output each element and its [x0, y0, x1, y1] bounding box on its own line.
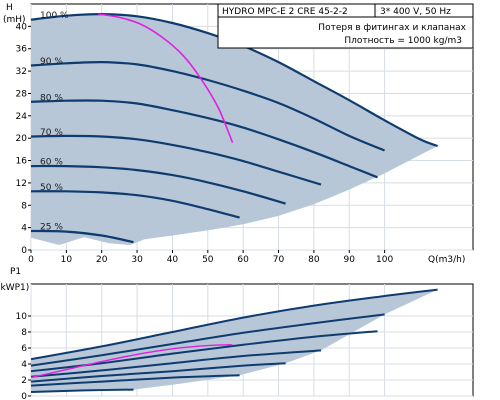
head-x-ticks: 0 10 20 30 40 50 60 70 80 90 100 [28, 250, 393, 265]
head-speed-label: 80 % [40, 93, 63, 103]
head-xtick-label: 60 [237, 255, 249, 265]
head-xtick-label: 30 [131, 255, 143, 265]
head-speed-label: 60 % [40, 158, 63, 168]
power-curve-90pct [30, 313, 385, 367]
head-speed-label: 100 % [40, 11, 69, 21]
head-xtick-label: 100 [376, 255, 393, 265]
info-box: HYDRO MPC-E 2 CRE 45-2-2 3* 400 V, 50 Hz… [217, 3, 474, 49]
head-xtick-label: 10 [61, 255, 73, 265]
head-curve-90pct [30, 60, 386, 152]
power-curve-25pct [30, 388, 134, 393]
head-curve-50pct [30, 190, 240, 219]
head-ytick-label: 36 [16, 45, 28, 55]
fittings-note: Потеря в фитингах и клапанах [318, 23, 466, 33]
head-curve-70pct [30, 134, 322, 186]
power-y-ticks: 0 2 4 6 8 10 [16, 312, 31, 400]
head-xlabel: Q(m3/h) [428, 255, 465, 265]
power-ytick-label: 0 [21, 392, 27, 400]
head-xtick-label: 90 [344, 255, 356, 265]
power-curve-50pct [30, 374, 240, 387]
head-ytick-label: 32 [16, 67, 27, 77]
head-xtick-label: 40 [167, 255, 179, 265]
head-y-ticks: 0 4 8 12 16 20 24 28 32 36 40 [16, 22, 31, 256]
power-ylabel-bottom: (kWP1) [0, 283, 29, 293]
power-curve-70pct [30, 349, 322, 378]
head-xtick-label: 50 [202, 255, 214, 265]
head-ytick-label: 12 [16, 179, 27, 189]
power-curve-60pct [30, 362, 286, 383]
power-ytick-label: 10 [16, 312, 28, 322]
power-panel: 0 2 4 6 8 10 P1 (kWP1) [0, 267, 474, 400]
head-speed-label: 25 % [40, 222, 63, 232]
power-supply: 3* 400 V, 50 Hz [380, 7, 451, 17]
head-operating-curve [98, 13, 234, 144]
head-xtick-label: 0 [28, 255, 34, 265]
head-speed-labels: 100 % 90 % 80 % 70 % 60 % 50 % 25 % [40, 11, 69, 232]
head-xtick-label: 20 [96, 255, 108, 265]
power-ytick-label: 6 [21, 344, 27, 354]
pump-model-title: HYDRO MPC-E 2 CRE 45-2-2 [222, 7, 348, 17]
density-note: Плотность = 1000 kg/m3 [344, 36, 462, 46]
head-curve-25pct [30, 229, 134, 244]
power-operating-curve [30, 344, 233, 379]
head-ytick-label: 28 [16, 89, 28, 99]
power-ylabel-top: P1 [10, 267, 21, 277]
head-ylabel-bottom: (mH) [3, 15, 26, 25]
head-speed-label: 90 % [40, 57, 63, 67]
power-ytick-label: 2 [21, 376, 27, 386]
head-ytick-label: 40 [16, 22, 28, 32]
head-curve-80pct [30, 99, 378, 179]
head-curve-60pct [30, 164, 286, 205]
head-ytick-label: 20 [16, 134, 28, 144]
head-ytick-label: 16 [16, 157, 28, 167]
head-ytick-label: 0 [21, 246, 27, 256]
power-ytick-label: 8 [21, 328, 27, 338]
head-ylabel-top: H [6, 3, 13, 13]
power-curves [30, 288, 438, 393]
head-ytick-label: 4 [21, 224, 27, 234]
info-box-frame [217, 3, 474, 49]
power-curve-80pct [30, 330, 378, 373]
head-operating-area [31, 14, 438, 245]
head-xtick-label: 70 [273, 255, 285, 265]
head-ytick-label: 8 [21, 201, 27, 211]
power-ytick-label: 4 [21, 360, 27, 370]
head-speed-label: 50 % [40, 183, 63, 193]
head-ytick-label: 24 [16, 112, 28, 122]
head-panel: 100 % 90 % 80 % 70 % 60 % 50 % 25 % 0 4 8 12 16 20 2… [3, 3, 474, 265]
head-xtick-label: 80 [308, 255, 320, 265]
power-curve-100pct [30, 288, 438, 361]
head-speed-label: 70 % [40, 128, 63, 138]
